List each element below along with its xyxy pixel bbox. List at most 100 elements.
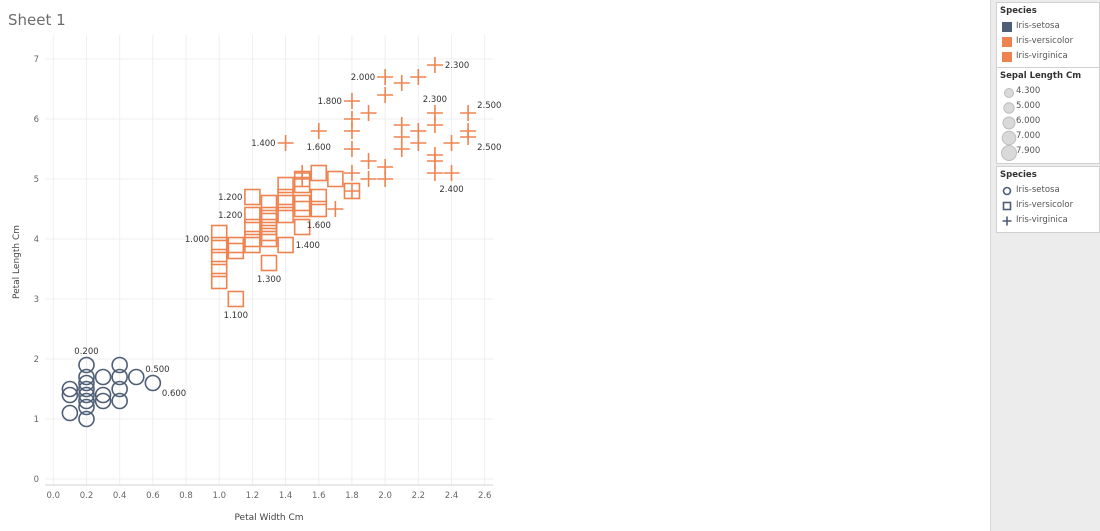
size-legend-item[interactable]: 7.900 — [999, 144, 1099, 161]
setosa-point[interactable] — [94, 386, 112, 404]
setosa-point[interactable] — [61, 386, 79, 404]
virginica-point[interactable] — [377, 171, 394, 187]
setosa-point[interactable] — [94, 368, 112, 386]
setosa-point[interactable] — [78, 386, 95, 404]
size-legend-item[interactable]: 5.000 — [999, 99, 1099, 114]
shape-legend-item[interactable]: Iris-versicolor — [999, 198, 1099, 213]
versicolor-point[interactable] — [210, 224, 228, 242]
x-tick-label: 2.4 — [445, 491, 459, 501]
x-tick-label: 0.2 — [80, 491, 94, 501]
setosa-point[interactable] — [78, 410, 95, 428]
scatter-plot[interactable]: 0.0 0.2 0.4 0.6 0.8 1.0 1.2 1.4 1.6 1.8 2.0 2.2 2.4 2… — [0, 0, 990, 531]
versicolor-point[interactable] — [210, 260, 228, 278]
virginica-point[interactable] — [426, 117, 443, 133]
versicolor-point[interactable] — [260, 254, 278, 272]
shape-legend[interactable]: Species Iris-setosa Iris-versicolor Iris-v… — [996, 166, 1100, 233]
setosa-point[interactable] — [78, 374, 95, 392]
setosa-point[interactable] — [61, 380, 79, 398]
virginica-point[interactable] — [294, 171, 311, 187]
virginica-point[interactable] — [410, 135, 427, 151]
virginica-point[interactable] — [310, 123, 327, 139]
versicolor-point[interactable] — [277, 176, 294, 194]
size-legend-item[interactable]: 4.300 — [999, 84, 1099, 99]
virginica-point[interactable] — [360, 153, 377, 169]
virginica-point[interactable] — [377, 87, 394, 103]
virginica-point[interactable] — [343, 183, 360, 199]
setosa-point[interactable] — [78, 392, 95, 410]
versicolor-point[interactable] — [260, 230, 278, 248]
y-tick-label: 5 — [34, 175, 39, 185]
setosa-point[interactable] — [111, 392, 128, 410]
virginica-point[interactable] — [277, 135, 294, 151]
mark-label: 1.600 — [307, 143, 331, 153]
virginica-point[interactable] — [426, 165, 443, 181]
shape-legend-item[interactable]: Iris-virginica — [999, 213, 1099, 228]
color-legend-item[interactable]: Iris-versicolor — [999, 34, 1099, 49]
versicolor-point[interactable] — [244, 236, 261, 254]
virginica-point[interactable] — [393, 75, 410, 91]
square-icon — [1000, 199, 1016, 216]
color-legend-item[interactable]: Iris-setosa — [999, 19, 1099, 34]
mark-label: 1.200 — [218, 211, 242, 221]
versicolor-point[interactable] — [327, 170, 344, 188]
setosa-point[interactable] — [78, 398, 95, 416]
versicolor-point[interactable] — [310, 200, 328, 218]
virginica-point[interactable] — [360, 105, 377, 121]
mark-label: 1.400 — [296, 241, 320, 251]
virginica-point[interactable] — [343, 123, 360, 139]
versicolor-point[interactable] — [244, 206, 261, 224]
setosa-point[interactable] — [144, 374, 162, 392]
y-tick-label: 2 — [34, 355, 39, 365]
versicolor-point[interactable] — [260, 194, 278, 212]
mark-label: 2.500 — [477, 143, 501, 153]
virginica-point[interactable] — [443, 135, 460, 151]
setosa-point[interactable] — [111, 356, 128, 374]
versicolor-point[interactable] — [227, 242, 245, 260]
virginica-point[interactable] — [410, 69, 427, 85]
virginica-point[interactable] — [443, 165, 460, 181]
virginica-point[interactable] — [377, 69, 394, 85]
size-circle-icon — [1000, 100, 1018, 119]
x-tick-label: 0.4 — [113, 491, 127, 501]
versicolor-point[interactable] — [210, 272, 228, 290]
setosa-point[interactable] — [111, 380, 128, 398]
shape-legend-item[interactable]: Iris-setosa — [999, 183, 1099, 198]
setosa-point[interactable] — [127, 368, 145, 386]
virginica-point[interactable] — [343, 141, 360, 157]
setosa-point[interactable] — [78, 380, 95, 398]
color-legend-item[interactable]: Iris-virginica — [999, 49, 1099, 64]
color-legend[interactable]: Species Iris-setosa Iris-versicolor Iris-v… — [996, 2, 1100, 69]
versicolor-point[interactable] — [293, 194, 311, 212]
virginica-point[interactable] — [460, 105, 477, 121]
versicolor-point[interactable] — [310, 164, 328, 182]
setosa-point[interactable] — [78, 356, 95, 374]
versicolor-point[interactable] — [227, 290, 245, 308]
size-legend[interactable]: Sepal Length Cm 4.300 5.000 6.000 7.000 7.90… — [996, 67, 1100, 164]
versicolor-point[interactable] — [293, 218, 311, 236]
virginica-point[interactable] — [343, 93, 360, 109]
versicolor-point[interactable] — [277, 206, 294, 224]
setosa-point[interactable] — [94, 392, 112, 410]
versicolor-point[interactable] — [277, 194, 294, 212]
virginica-point[interactable] — [460, 129, 477, 145]
virginica-point[interactable] — [327, 201, 344, 217]
setosa-point[interactable] — [111, 368, 128, 386]
size-legend-item[interactable]: 6.000 — [999, 114, 1099, 130]
versicolor-point[interactable] — [293, 200, 311, 218]
versicolor-point[interactable] — [244, 218, 261, 236]
x-tick-label: 1.6 — [312, 491, 326, 501]
versicolor-point[interactable] — [227, 236, 245, 254]
virginica-point[interactable] — [343, 165, 360, 181]
virginica-point[interactable] — [360, 171, 377, 187]
size-circle-icon — [1000, 115, 1018, 134]
versicolor-point[interactable] — [210, 236, 228, 254]
setosa-point[interactable] — [61, 404, 79, 422]
size-legend-item[interactable]: 7.000 — [999, 129, 1099, 146]
versicolor-point[interactable] — [244, 188, 261, 206]
virginica-point[interactable] — [393, 141, 410, 157]
versicolor-point[interactable] — [277, 236, 294, 254]
virginica-point[interactable] — [426, 57, 443, 73]
setosa-point[interactable] — [78, 368, 95, 386]
versicolor-point[interactable] — [210, 248, 228, 266]
versicolor-point[interactable] — [310, 188, 328, 206]
